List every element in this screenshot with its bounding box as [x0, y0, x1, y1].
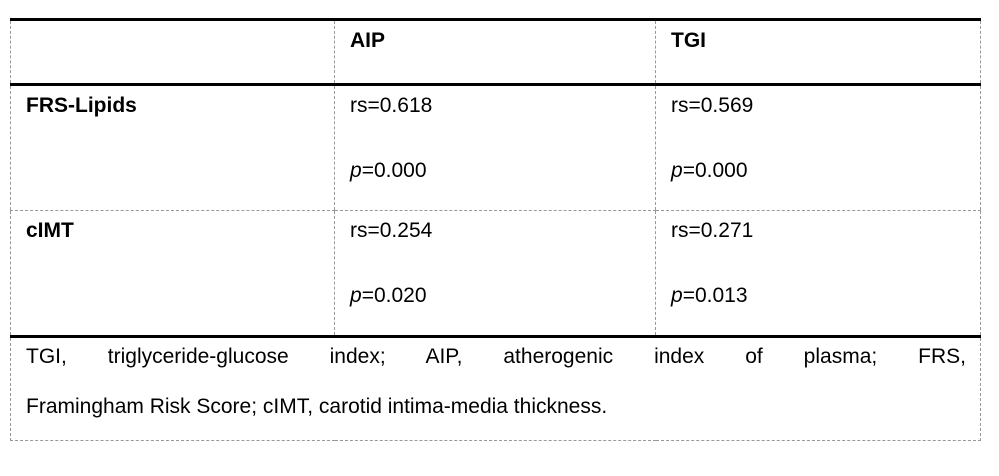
- row-label-frs-lipids: FRS-Lipids: [10, 84, 335, 211]
- p-number: =0.000: [682, 159, 748, 182]
- rs-value: rs=0.618: [350, 94, 433, 117]
- table-footnote: TGI, triglyceride-glucose index; AIP, at…: [11, 337, 981, 441]
- footnote-line-1: TGI, triglyceride-glucose index; AIP, at…: [26, 345, 966, 368]
- column-header-tgi: TGI: [655, 19, 981, 86]
- p-value: p=0.000: [671, 158, 966, 183]
- p-number: =0.000: [361, 159, 427, 182]
- p-number: =0.013: [682, 284, 748, 307]
- p-value: p=0.020: [350, 283, 641, 308]
- row-label-cimt: cIMT: [10, 210, 335, 338]
- p-symbol: p: [671, 159, 683, 182]
- correlation-table: AIP TGI FRS-Lipids rs=0.618 p=0.000 rs=0…: [10, 18, 981, 441]
- empty-header-cell: [10, 19, 335, 86]
- cell-cimt-tgi: rs=0.271 p=0.013: [655, 210, 981, 338]
- column-header-aip: AIP: [334, 19, 656, 86]
- cell-frs-aip: rs=0.618 p=0.000: [334, 84, 656, 211]
- rs-value: rs=0.271: [671, 219, 754, 242]
- p-value: p=0.000: [350, 158, 641, 183]
- rs-value: rs=0.569: [671, 94, 754, 117]
- table-row-frs-lipids: FRS-Lipids rs=0.618 p=0.000 rs=0.569 p=0…: [10, 84, 981, 211]
- rs-value: rs=0.254: [350, 219, 433, 242]
- table-header-row: AIP TGI: [10, 19, 981, 86]
- p-symbol: p: [350, 284, 362, 307]
- cell-frs-tgi: rs=0.569 p=0.000: [655, 84, 981, 211]
- table-footnote-row: TGI, triglyceride-glucose index; AIP, at…: [11, 337, 981, 441]
- p-symbol: p: [671, 284, 683, 307]
- p-value: p=0.013: [671, 283, 966, 308]
- footnote-line-2: Framingham Risk Score; cIMT, carotid int…: [26, 395, 608, 418]
- cell-cimt-aip: rs=0.254 p=0.020: [334, 210, 656, 338]
- table-row-cimt: cIMT rs=0.254 p=0.020 rs=0.271 p=0.013: [10, 210, 981, 338]
- p-symbol: p: [350, 159, 362, 182]
- p-number: =0.020: [361, 284, 427, 307]
